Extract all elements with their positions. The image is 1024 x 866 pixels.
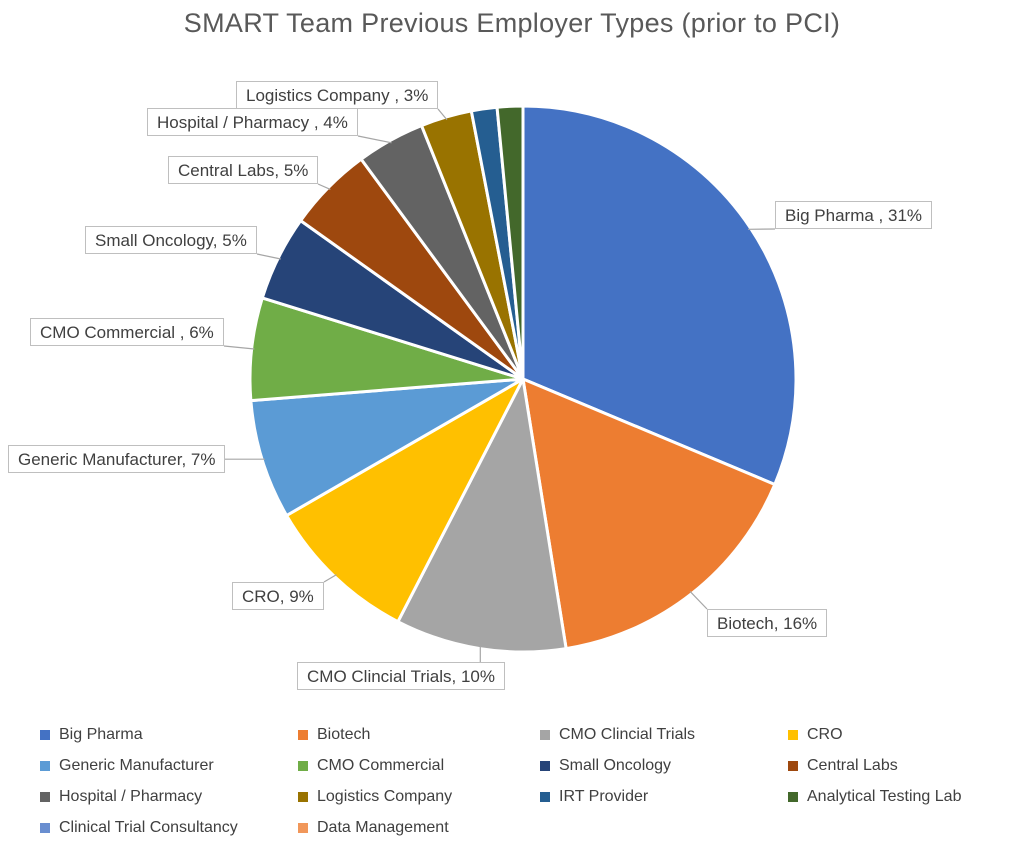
legend-item-irt-provider: IRT Provider xyxy=(540,788,788,806)
legend-swatch-icon xyxy=(788,730,798,740)
legend-item-cmo-clincial-trials: CMO Clincial Trials xyxy=(540,726,788,744)
legend-label: Central Labs xyxy=(807,757,898,774)
legend-item-cmo-commercial: CMO Commercial xyxy=(298,757,540,775)
pie-slice-generic-manufacturer xyxy=(249,377,525,517)
legend-item-small-oncology: Small Oncology xyxy=(540,757,788,775)
legend-label: Small Oncology xyxy=(559,757,672,774)
legend-swatch-icon xyxy=(40,823,50,833)
callout-small-oncology: Small Oncology, 5% xyxy=(85,226,257,254)
legend-label: CMO Commercial xyxy=(317,757,445,774)
legend-item-data-management: Data Management xyxy=(298,819,540,837)
pie-slice-analytical-testing-lab xyxy=(495,104,525,381)
legend-label: Big Pharma xyxy=(59,726,143,743)
legend-swatch-icon xyxy=(298,730,308,740)
leader-line-logistics-company xyxy=(437,108,448,121)
legend-swatch-icon xyxy=(40,730,50,740)
legend-item-clinical-trial-consultancy: Clinical Trial Consultancy xyxy=(40,819,298,837)
legend-item-big-pharma: Big Pharma xyxy=(40,726,298,744)
legend-item-generic-manufacturer: Generic Manufacturer xyxy=(40,757,298,775)
legend-swatch-icon xyxy=(540,761,550,771)
legend-label: Data Management xyxy=(317,819,449,836)
callout-cmo-commercial: CMO Commercial , 6% xyxy=(30,318,224,346)
legend-label: Logistics Company xyxy=(317,788,453,805)
pie-slice-big-pharma xyxy=(521,104,798,486)
leader-line-small-oncology xyxy=(256,253,281,260)
legend-item-hospital-pharmacy: Hospital / Pharmacy xyxy=(40,788,298,806)
legend-label: Hospital / Pharmacy xyxy=(59,788,203,805)
legend-swatch-icon xyxy=(298,761,308,771)
legend-item-cro: CRO xyxy=(788,726,1010,744)
leader-line-hospital-pharmacy xyxy=(357,135,392,144)
legend-label: Generic Manufacturer xyxy=(59,757,214,774)
legend-swatch-icon xyxy=(40,761,50,771)
chart-title: SMART Team Previous Employer Types (prio… xyxy=(183,8,841,38)
callout-biotech: Biotech, 16% xyxy=(707,609,828,637)
legend-label: Clinical Trial Consultancy xyxy=(59,819,238,836)
leader-line-cmo-commercial xyxy=(223,345,255,350)
callout-cmo-clincial-trials: CMO Clincial Trials, 10% xyxy=(297,662,505,690)
callout-big-pharma: Big Pharma , 31% xyxy=(775,201,933,229)
callout-generic-manufacturer: Generic Manufacturer, 7% xyxy=(8,445,226,473)
legend-item-biotech: Biotech xyxy=(298,726,540,744)
legend-item-analytical-testing-lab: Analytical Testing Lab xyxy=(788,788,1010,806)
callout-hospital-pharmacy: Hospital / Pharmacy , 4% xyxy=(147,108,358,136)
legend-item-central-labs: Central Labs xyxy=(788,757,1010,775)
callout-central-labs: Central Labs, 5% xyxy=(168,156,319,184)
pie-slice-cro xyxy=(285,377,525,624)
legend-swatch-icon xyxy=(788,761,798,771)
legend-swatch-icon xyxy=(540,730,550,740)
legend-swatch-icon xyxy=(40,792,50,802)
legend-label: Biotech xyxy=(317,726,371,743)
legend-label: CMO Clincial Trials xyxy=(559,726,696,743)
leader-line-cro xyxy=(323,574,337,583)
legend-swatch-icon xyxy=(788,792,798,802)
legend-label: CRO xyxy=(807,726,843,743)
callout-cro: CRO, 9% xyxy=(232,582,324,610)
legend: Big Pharma Biotech CMO Clincial Trials C… xyxy=(40,726,1010,837)
leader-line-central-labs xyxy=(317,183,331,190)
legend-label: Analytical Testing Lab xyxy=(807,788,962,805)
legend-swatch-icon xyxy=(540,792,550,802)
pie-chart xyxy=(223,104,798,662)
legend-swatch-icon xyxy=(298,823,308,833)
legend-swatch-icon xyxy=(298,792,308,802)
legend-label: IRT Provider xyxy=(559,788,649,805)
plot-area: SMART Team Previous Employer Types (prio… xyxy=(8,8,933,690)
leader-line-biotech xyxy=(689,590,708,610)
callout-logistics-company: Logistics Company , 3% xyxy=(236,81,439,109)
legend-item-logistics-company: Logistics Company xyxy=(298,788,540,806)
